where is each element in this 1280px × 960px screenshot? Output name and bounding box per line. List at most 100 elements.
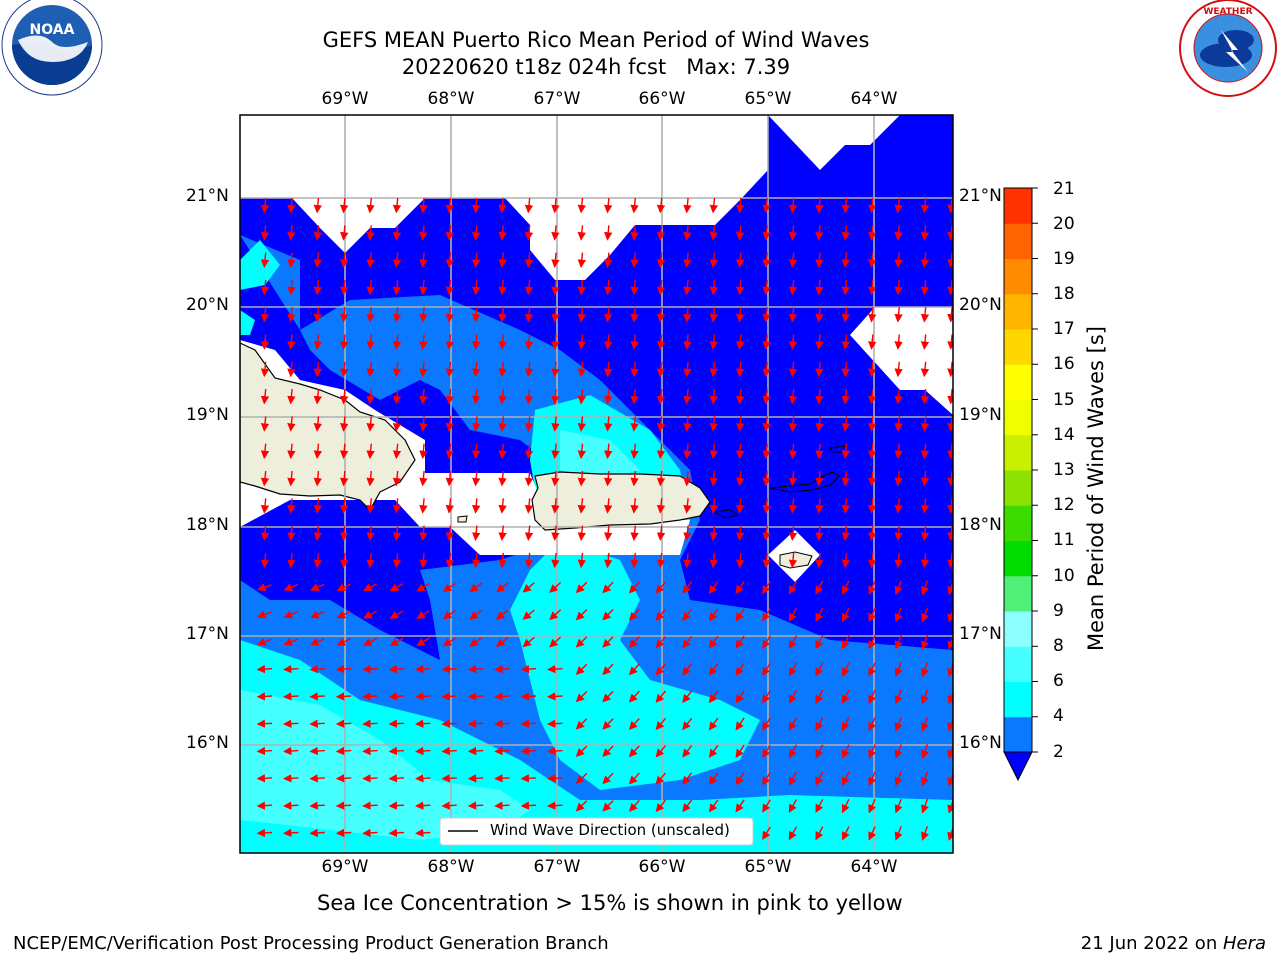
wind-wave-arrow (287, 252, 296, 268)
wind-wave-arrow (577, 443, 586, 460)
wind-wave-arrow (709, 525, 718, 541)
wind-wave-arrow (366, 498, 375, 514)
wind-wave-arrow (392, 334, 402, 350)
lon-label-bottom: 65°W (744, 857, 792, 877)
wind-wave-arrow (283, 746, 299, 756)
wind-wave-arrow (283, 692, 299, 701)
wind-wave-arrow (868, 252, 877, 268)
wind-wave-arrow (656, 361, 666, 378)
wind-wave-arrow (841, 225, 850, 241)
lat-label-right: 21°N (959, 186, 1002, 206)
wind-wave-arrow (340, 197, 349, 214)
wind-wave-arrow (921, 826, 929, 841)
wind-wave-arrow (682, 581, 693, 594)
wind-wave-arrow (313, 416, 322, 432)
wind-wave-arrow (762, 361, 771, 378)
wind-wave-arrow (472, 279, 481, 296)
wind-wave-arrow (894, 334, 903, 350)
wind-wave-arrow (366, 389, 375, 405)
wind-wave-arrow (551, 389, 560, 405)
wind-wave-arrow (313, 525, 322, 541)
wind-wave-arrow (442, 582, 456, 592)
colorbar-tick: 9 (1053, 601, 1064, 621)
wind-wave-arrow (575, 772, 588, 785)
wind-wave-arrow (947, 470, 953, 487)
wind-wave-arrow (762, 416, 771, 432)
wind-wave-arrow (524, 416, 534, 432)
wind-wave-arrow (415, 719, 431, 728)
wind-wave-arrow (441, 719, 457, 728)
wind-wave-arrow (495, 609, 509, 620)
wind-wave-arrow (472, 225, 481, 241)
wind-wave-arrow (947, 361, 953, 378)
wind-wave-arrow (310, 583, 325, 592)
wind-wave-arrow (524, 361, 534, 378)
wind-wave-arrow (630, 389, 639, 405)
wind-wave-arrow (415, 801, 431, 810)
wind-wave-arrow (260, 552, 270, 569)
wind-wave-arrow (628, 718, 640, 730)
wind-wave-arrow (415, 828, 431, 838)
wind-wave-arrow (472, 552, 481, 569)
wind-wave-arrow (708, 799, 719, 813)
wind-wave-arrow (628, 608, 640, 621)
wind-wave-arrow (628, 772, 640, 785)
colorbar-segment (1004, 434, 1032, 471)
wind-wave-arrow (260, 361, 270, 378)
wind-wave-arrow (445, 552, 454, 569)
wind-wave-arrow (736, 389, 745, 405)
wind-wave-arrow (762, 799, 771, 813)
wind-wave-arrow (310, 610, 325, 619)
wind-wave-arrow (947, 416, 953, 432)
chart-title-line2: 20220620 t18z 024h fcst Max: 7.39 (401, 55, 791, 79)
wind-wave-arrow (340, 525, 349, 541)
wind-wave-arrow (815, 252, 824, 268)
wind-wave-arrow (630, 552, 639, 569)
wind-wave-arrow (547, 801, 563, 810)
wind-wave-arrow (683, 416, 692, 432)
wind-wave-arrow (709, 389, 718, 405)
wind-wave-arrow (362, 774, 378, 783)
wind-wave-arrow (841, 361, 850, 378)
wind-wave-arrow (735, 690, 745, 704)
wind-wave-arrow (709, 252, 718, 268)
lon-label-top: 68°W (427, 89, 475, 109)
colorbar-tick: 19 (1053, 249, 1075, 269)
wind-wave-arrow (260, 279, 270, 296)
lon-label-bottom: 64°W (850, 857, 898, 877)
wind-wave-arrow (815, 225, 824, 241)
wind-wave-arrow (577, 361, 586, 378)
wind-wave-arrow (366, 279, 375, 296)
wind-wave-arrow (287, 389, 296, 405)
colorbar-tick: 16 (1053, 354, 1075, 374)
wind-wave-arrow (283, 774, 299, 783)
wind-wave-arrow (735, 717, 745, 731)
wind-wave-arrow (283, 610, 299, 619)
wind-wave-arrow (577, 498, 586, 514)
wind-wave-arrow (708, 690, 719, 704)
wind-wave-arrow (630, 443, 639, 460)
wind-wave-arrow (577, 307, 586, 323)
run-date: 21 Jun 2022 on Hera (1080, 933, 1266, 954)
wind-wave-arrow (735, 744, 745, 758)
wind-wave-arrow (762, 498, 771, 514)
wind-wave-arrow (655, 663, 667, 676)
wind-wave-arrow (340, 416, 349, 432)
wind-wave-arrow (709, 307, 718, 323)
wind-wave-arrow (524, 470, 534, 487)
wind-wave-arrow (842, 689, 850, 704)
wind-wave-arrow (735, 608, 745, 622)
wind-wave-arrow (335, 774, 352, 783)
wind-wave-arrow (495, 582, 509, 593)
wind-wave-arrow (762, 470, 771, 487)
wind-wave-arrow (335, 746, 352, 756)
wind-wave-arrow (313, 470, 322, 487)
wind-wave-arrow (894, 307, 903, 323)
wind-wave-arrow (604, 552, 613, 569)
wind-wave-arrow (762, 334, 771, 350)
wind-wave-arrow (495, 636, 509, 647)
lat-label-right: 20°N (959, 295, 1002, 315)
wind-wave-arrow (736, 443, 745, 460)
wind-wave-arrow (815, 689, 824, 704)
